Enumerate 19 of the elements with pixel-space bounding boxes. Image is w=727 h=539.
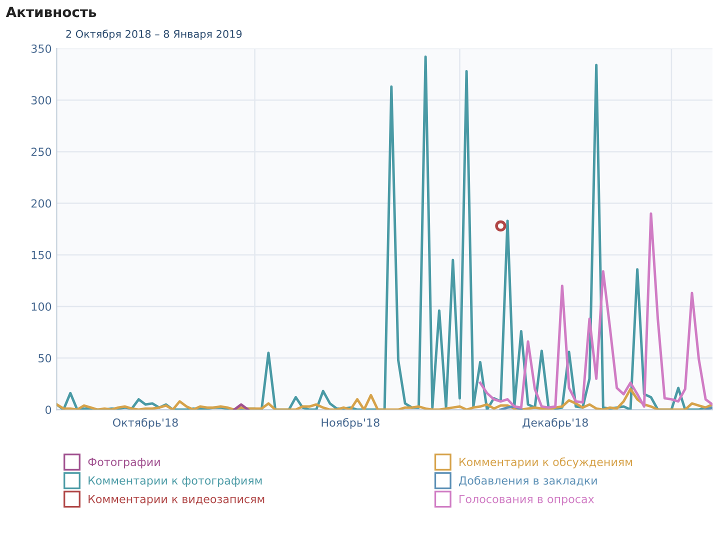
y-tick-label: 50 bbox=[38, 354, 52, 362]
x-tick-label: Декабрь'18 bbox=[522, 418, 588, 429]
legend-label: Комментарии к видеозаписям bbox=[88, 494, 264, 506]
y-tick-label: 0 bbox=[46, 406, 52, 414]
legend-label: Голосования в опросах bbox=[460, 494, 594, 506]
chart-title: Активность bbox=[6, 6, 96, 18]
y-tick-label: 350 bbox=[31, 44, 52, 53]
y-tick-label: 300 bbox=[31, 96, 52, 104]
legend-label: Фотографии bbox=[88, 458, 160, 468]
legend-label: Комментарии к обсуждениям bbox=[460, 457, 632, 468]
chart-subtitle: 2 Октября 2018 – 8 Января 2019 bbox=[66, 30, 242, 40]
y-tick-label: 100 bbox=[32, 302, 52, 311]
y-tick-label: 150 bbox=[32, 250, 52, 260]
y-tick-label: 200 bbox=[31, 199, 52, 208]
x-tick-label: Октябрь'18 bbox=[113, 418, 178, 429]
y-tick-label: 250 bbox=[31, 148, 52, 156]
legend-label: Комментарии к фотографиям bbox=[88, 476, 262, 487]
legend-label: Добавления в закладки bbox=[459, 476, 597, 486]
x-tick-label: Ноябрь'18 bbox=[322, 418, 380, 429]
